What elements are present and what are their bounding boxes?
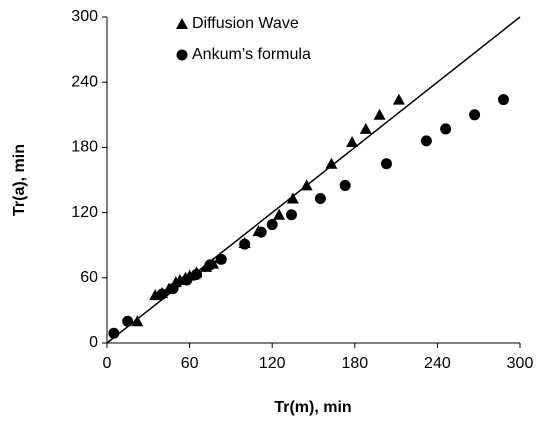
y-tick-label: 180	[71, 139, 98, 156]
circle-marker	[314, 192, 326, 204]
y-tick-label: 240	[71, 73, 98, 90]
triangle-marker	[131, 315, 144, 327]
triangle-marker	[325, 157, 338, 169]
circle-marker	[285, 209, 297, 221]
triangle-marker	[359, 122, 372, 134]
x-tick-label: 180	[341, 355, 368, 372]
legend-marker	[176, 49, 188, 61]
x-tick-label: 300	[507, 355, 534, 372]
triangle-marker	[300, 179, 313, 191]
y-tick-label: 0	[89, 334, 98, 351]
y-tick-label: 120	[71, 204, 98, 221]
circle-marker	[469, 109, 481, 121]
circle-marker	[420, 135, 432, 147]
y-axis-title: Tr(a), min	[11, 144, 28, 216]
circle-marker	[215, 253, 227, 265]
triangle-marker	[392, 93, 405, 105]
circle-marker	[380, 158, 392, 170]
y-tick-label: 300	[71, 8, 98, 25]
circle-marker	[266, 219, 278, 231]
circle-marker	[339, 179, 351, 191]
circle-marker	[181, 274, 193, 286]
legend-marker	[176, 18, 188, 29]
x-tick-label: 60	[181, 355, 199, 372]
triangle-marker	[346, 135, 359, 147]
circle-marker	[440, 123, 452, 135]
x-axis-title: Tr(m), min	[274, 399, 351, 416]
x-tick-label: 240	[424, 355, 451, 372]
x-tick-label: 120	[259, 355, 286, 372]
circle-marker	[108, 327, 120, 339]
triangle-marker	[273, 208, 286, 220]
circle-marker	[167, 283, 179, 295]
circle-marker	[239, 238, 251, 250]
circle-marker	[255, 226, 267, 238]
circle-marker	[497, 94, 509, 106]
circle-marker	[190, 269, 202, 281]
triangle-marker	[286, 192, 299, 204]
legend-label: Diffusion Wave	[192, 15, 299, 32]
circle-marker	[204, 259, 216, 271]
one-to-one-line	[106, 16, 521, 344]
circle-marker	[122, 315, 134, 327]
y-tick-label: 60	[80, 269, 98, 286]
triangle-marker	[373, 108, 386, 120]
x-tick-label: 0	[103, 355, 112, 372]
legend-label: Ankum’s formula	[192, 46, 311, 63]
circle-marker	[156, 288, 168, 300]
